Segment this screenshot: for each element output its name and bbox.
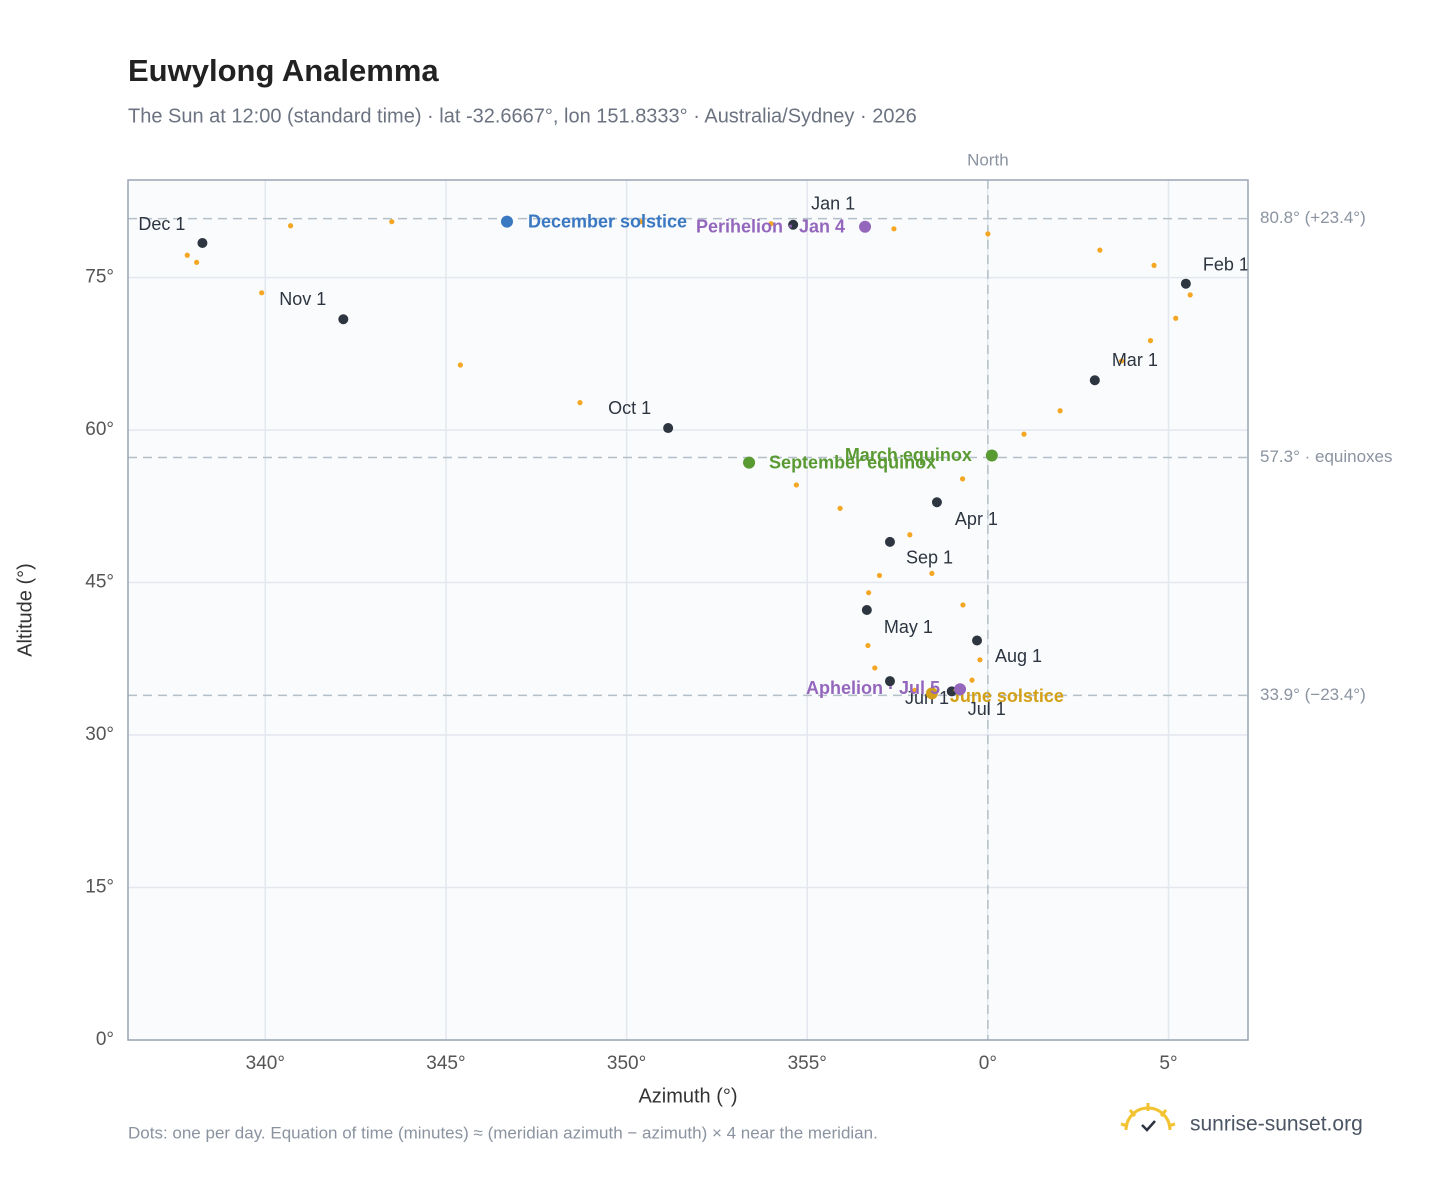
north-label: North: [967, 150, 1009, 169]
daily-dot: [977, 657, 983, 663]
event-label: September equinox: [769, 452, 936, 472]
daily-dot: [912, 687, 918, 693]
reference-label: 80.8° (+23.4°): [1260, 208, 1366, 227]
event-marker: [500, 215, 513, 228]
daily-dot: [1118, 358, 1125, 364]
x-tick-label: 345°: [426, 1053, 465, 1074]
x-tick-label: 340°: [246, 1053, 285, 1074]
month-marker: [197, 238, 208, 249]
daily-dot: [891, 226, 897, 232]
plot-border: [127, 179, 1249, 1041]
month-marker: [931, 497, 942, 508]
chart-title: Euwylong Analemma: [128, 53, 439, 88]
daily-dot: [960, 602, 966, 608]
event-label: December solstice: [528, 211, 687, 231]
x-tick-label: 350°: [607, 1053, 646, 1074]
daily-dot: [389, 219, 395, 225]
x-tick-label: 0°: [979, 1053, 997, 1074]
month-label: Mar 1: [1112, 350, 1158, 370]
daily-dot: [768, 221, 774, 227]
daily-dot: [287, 223, 294, 229]
daily-dot: [1173, 315, 1179, 321]
brand-name: sunrise-sunset.org: [1190, 1113, 1363, 1136]
daily-dot: [1057, 408, 1063, 414]
y-tick-label: 30°: [85, 724, 114, 745]
month-label: Jun 1: [905, 688, 949, 708]
y-tick-label: 45°: [85, 572, 114, 593]
month-label: Apr 1: [955, 509, 998, 529]
daily-dot: [194, 259, 200, 265]
daily-dot: [1021, 431, 1027, 437]
month-label: Sep 1: [906, 548, 953, 568]
daily-dot: [1187, 292, 1193, 298]
event-label: June solstice: [950, 686, 1064, 706]
month-label: Aug 1: [995, 646, 1042, 666]
chart-subtitle: The Sun at 12:00 (standard time) · lat -…: [128, 105, 917, 127]
month-label: Feb 1: [1203, 254, 1249, 274]
x-tick-label: 355°: [788, 1053, 827, 1074]
daily-dot: [907, 532, 913, 538]
footnote: Dots: one per day. Equation of time (min…: [128, 1123, 878, 1142]
daily-dot: [1097, 247, 1103, 253]
plot-area: [128, 180, 1248, 1040]
event-marker: [859, 220, 872, 233]
month-marker: [663, 423, 674, 434]
daily-dot: [929, 570, 935, 577]
month-marker: [861, 605, 872, 615]
month-label: Dec 1: [138, 214, 185, 234]
brand-logo: [1120, 1103, 1176, 1132]
y-tick-label: 75°: [85, 267, 114, 288]
reference-label: 57.3° · equinoxes: [1260, 447, 1393, 466]
event-label: March equinox: [845, 445, 972, 465]
daily-dot: [259, 290, 265, 296]
daily-dot: [577, 400, 583, 406]
daily-dot: [872, 665, 878, 671]
month-marker: [972, 635, 983, 646]
event-marker: [743, 456, 756, 469]
event-marker: [985, 449, 998, 462]
y-tick-label: 60°: [85, 419, 114, 440]
month-marker: [788, 219, 799, 230]
daily-dot: [865, 642, 871, 649]
month-marker: [1180, 278, 1191, 289]
daily-dot: [985, 231, 991, 237]
y-tick-label: 15°: [85, 877, 114, 898]
daily-dot: [837, 505, 843, 511]
month-label: Jan 1: [811, 193, 855, 213]
event-marker: [954, 683, 967, 696]
reference-label: 33.9° (−23.4°): [1260, 685, 1366, 704]
daily-dot: [793, 482, 799, 488]
month-label: May 1: [884, 617, 933, 637]
daily-dot: [969, 677, 975, 683]
daily-dot: [959, 476, 966, 482]
daily-dot: [866, 590, 872, 596]
month-marker: [338, 314, 349, 325]
y-axis-label: Altitude (°): [14, 563, 36, 657]
y-tick-label: 0°: [96, 1029, 114, 1050]
daily-dot: [457, 362, 463, 368]
event-label: Aphelion · Jul 5: [806, 678, 940, 698]
month-label: Nov 1: [279, 289, 326, 309]
daily-dot: [876, 572, 883, 579]
month-marker: [884, 676, 895, 687]
daily-dot: [1147, 338, 1154, 344]
month-marker: [884, 536, 895, 547]
month-label: Oct 1: [608, 398, 651, 418]
daily-dot: [638, 219, 644, 225]
daily-dot: [1151, 262, 1157, 268]
event-marker: [925, 687, 938, 700]
month-marker: [1089, 375, 1100, 386]
x-tick-label: 5°: [1159, 1053, 1177, 1074]
month-label: Jul 1: [968, 699, 1006, 719]
daily-dot: [184, 252, 190, 258]
x-axis-label: Azimuth (°): [638, 1085, 737, 1107]
event-label: Perihelion · Jan 4: [696, 217, 845, 237]
